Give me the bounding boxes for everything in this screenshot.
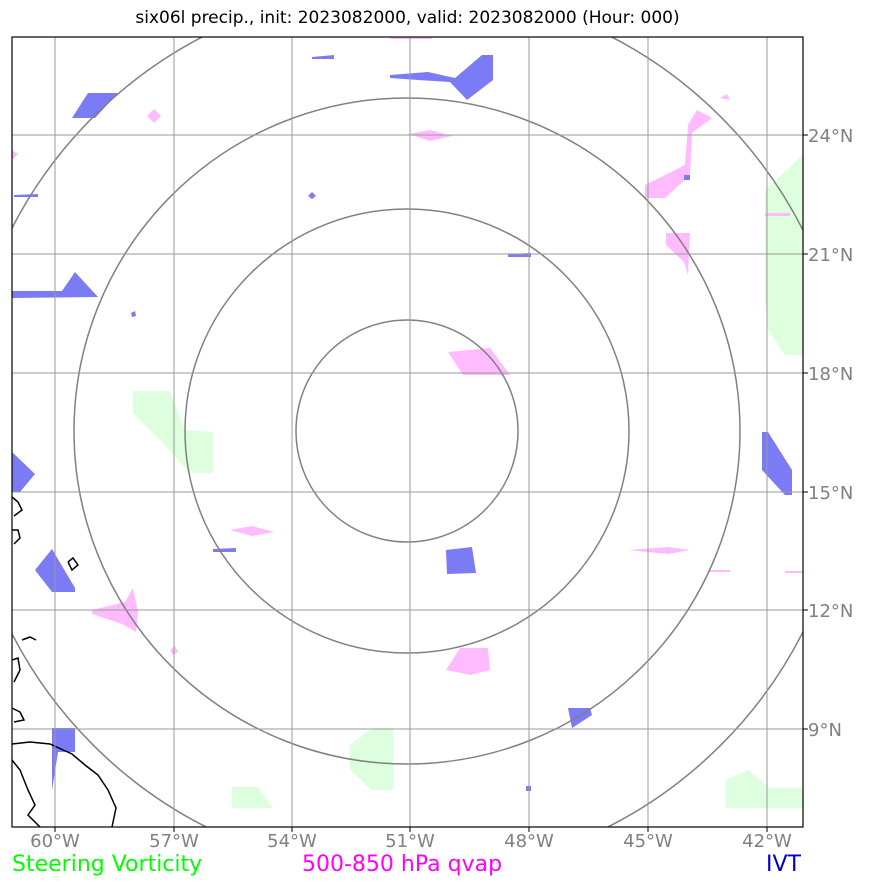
coastlines bbox=[12, 496, 117, 827]
map-title: six06l precip., init: 2023082000, valid:… bbox=[135, 8, 680, 28]
vorticity-shading bbox=[133, 155, 803, 808]
plot-frame bbox=[11, 36, 804, 828]
gridlines bbox=[12, 37, 803, 827]
tick-marks bbox=[54, 134, 808, 832]
lat-label-12n: 12°N bbox=[808, 601, 853, 622]
legend-qvap: 500-850 hPa qvap bbox=[302, 852, 503, 877]
ivt-shading bbox=[12, 55, 792, 791]
lon-label-48w: 48°W bbox=[504, 831, 554, 852]
lat-label-24n: 24°N bbox=[808, 126, 853, 147]
qvap-shading bbox=[12, 37, 803, 675]
lat-label-18n: 18°N bbox=[808, 364, 853, 385]
legend-ivt: IVT bbox=[766, 852, 801, 877]
lon-label-45w: 45°W bbox=[623, 831, 673, 852]
lat-label-15n: 15°N bbox=[808, 483, 853, 504]
lon-label-42w: 42°W bbox=[742, 831, 792, 852]
lon-label-51w: 51°W bbox=[385, 831, 435, 852]
lat-label-21n: 21°N bbox=[808, 245, 853, 266]
lon-label-60w: 60°W bbox=[30, 831, 80, 852]
lon-label-54w: 54°W bbox=[267, 831, 317, 852]
legend-steering-vorticity: Steering Vorticity bbox=[12, 852, 203, 877]
lat-label-9n: 9°N bbox=[808, 720, 842, 741]
lon-label-57w: 57°W bbox=[149, 831, 199, 852]
range-rings bbox=[12, 37, 803, 827]
